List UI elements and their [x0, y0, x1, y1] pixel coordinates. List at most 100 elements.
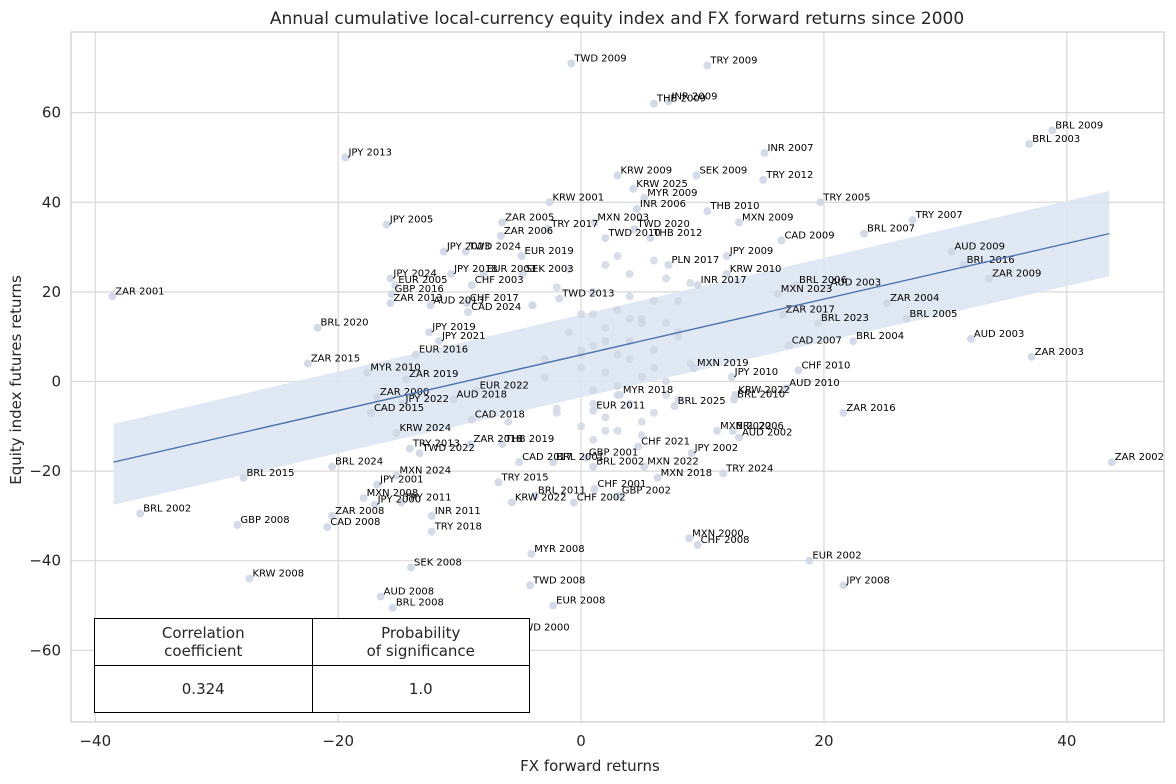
point-label: BRL 2020	[321, 318, 369, 329]
data-point	[530, 491, 539, 500]
data-point	[632, 204, 641, 213]
point-label: BRL 2002	[143, 504, 191, 515]
cluster-point	[589, 310, 598, 319]
data-point	[449, 395, 458, 404]
y-tick-label: 40	[42, 193, 61, 211]
data-point	[601, 234, 610, 243]
data-point	[703, 61, 712, 70]
data-point	[136, 509, 145, 518]
data-points	[108, 59, 1116, 637]
data-point	[634, 442, 643, 451]
point-label: MXN 2022	[720, 421, 772, 432]
data-point	[239, 473, 248, 482]
point-label: CHF 2008	[701, 535, 750, 546]
point-label: CHF 2003	[475, 275, 524, 286]
data-point	[427, 527, 436, 536]
data-point	[778, 310, 787, 319]
cluster-point	[662, 377, 671, 386]
point-label: THB 2009	[656, 94, 706, 105]
data-point	[947, 247, 956, 256]
cluster-point	[613, 252, 622, 261]
data-point	[649, 99, 658, 108]
cluster-point	[589, 399, 598, 408]
point-label: EUR 2008	[556, 596, 605, 607]
regression-line-path	[113, 232, 1110, 463]
data-point	[792, 281, 801, 290]
point-label: TWD 2008	[532, 575, 585, 586]
data-point	[434, 337, 443, 346]
data-point	[464, 308, 473, 317]
point-label: BRL 2006	[736, 421, 784, 432]
point-label: ZAR 2017	[786, 304, 835, 315]
point-label: TWD 2009	[573, 53, 626, 64]
point-label: MYR 2010	[370, 363, 420, 374]
point-label: INR 2009	[672, 91, 718, 102]
point-label: AUD 2003	[831, 277, 882, 288]
data-point	[860, 229, 869, 238]
data-point	[630, 225, 639, 234]
point-label: BRL 2010	[737, 389, 785, 400]
point-label: MXN 2009	[742, 212, 794, 223]
data-point	[386, 299, 395, 308]
point-label: EUR 2019	[525, 246, 574, 257]
data-point	[479, 269, 488, 278]
cluster-point	[613, 381, 622, 390]
data-point	[466, 440, 475, 449]
data-point	[816, 198, 825, 207]
point-label: TRY 2012	[765, 170, 813, 181]
cluster-point	[552, 283, 561, 292]
data-point	[245, 574, 254, 583]
data-point	[883, 299, 892, 308]
data-point	[690, 364, 699, 373]
data-point	[517, 252, 526, 261]
data-point	[615, 390, 624, 399]
point-label: JPY 2000	[377, 495, 422, 506]
point-label: EUR 2005	[398, 275, 447, 286]
point-label: TWD 2000	[516, 622, 569, 633]
x-tick-label: 0	[576, 732, 586, 750]
point-label: AUD 2010	[789, 378, 840, 389]
data-point	[462, 299, 471, 308]
data-point	[427, 511, 436, 520]
data-point	[985, 274, 994, 283]
data-point	[693, 281, 702, 290]
data-point	[759, 175, 768, 184]
point-label: AUD 2013	[433, 295, 484, 306]
cluster-point	[662, 319, 671, 328]
data-point	[373, 480, 382, 489]
data-point	[692, 171, 701, 180]
correlation-value: 0.324	[94, 665, 313, 713]
data-point	[1025, 140, 1034, 149]
data-point	[794, 366, 803, 375]
probability-header-text: Probability of significance	[366, 624, 475, 660]
x-tick-label: −20	[322, 732, 354, 750]
data-point	[323, 523, 332, 532]
point-label: MXN 2003	[597, 212, 649, 223]
data-point	[313, 323, 322, 332]
point-label: EUR 2002	[812, 551, 861, 562]
point-label: PLN 2017	[672, 255, 720, 266]
point-label: ZAR 2015	[311, 354, 360, 365]
y-tick-label: −60	[29, 641, 61, 659]
point-label: EUR 2003	[487, 264, 536, 275]
data-point	[722, 252, 731, 261]
cluster-point	[649, 296, 658, 305]
data-point	[376, 592, 385, 601]
point-label: TWD 2010	[607, 228, 660, 239]
data-point	[1048, 126, 1057, 135]
point-label: ZAR 2004	[890, 293, 939, 304]
data-point	[760, 148, 769, 157]
cluster-point	[589, 435, 598, 444]
point-label: ZAR 2002	[1115, 452, 1164, 463]
table-header-correlation: Correlation coefficient	[94, 618, 313, 666]
data-point	[328, 511, 337, 520]
point-label: EUR 2016	[419, 345, 468, 356]
point-label: INR 2007	[767, 143, 813, 154]
data-point	[727, 373, 736, 381]
data-point	[496, 231, 505, 240]
point-label: BRL 2001	[556, 452, 604, 463]
data-point	[303, 359, 312, 368]
data-point	[366, 408, 375, 417]
point-label: TRY 2018	[434, 522, 482, 533]
point-label: JPY 2010	[734, 367, 779, 378]
